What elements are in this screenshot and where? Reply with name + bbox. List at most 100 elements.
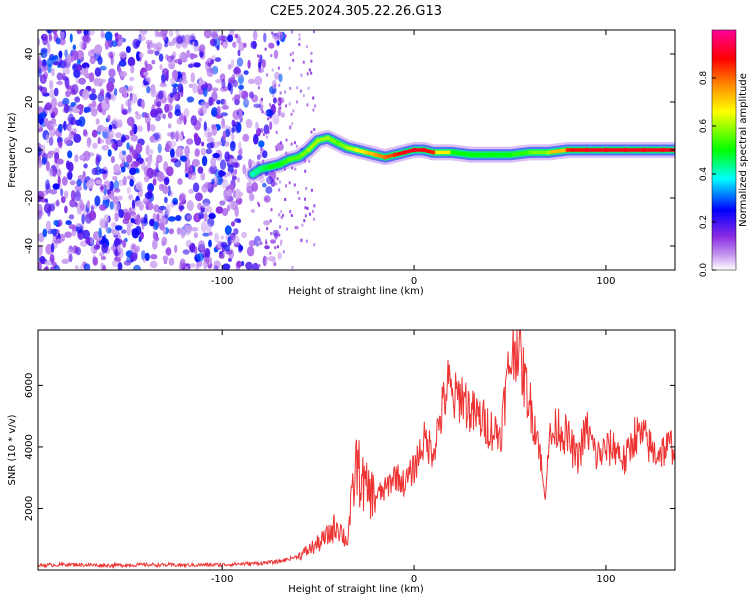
spectrogram-noise-cell — [208, 213, 216, 220]
spectrogram-noise-cell — [279, 242, 282, 246]
spectrogram-noise-cell — [203, 262, 207, 270]
spectrogram-noise-cell — [284, 34, 287, 38]
spectrogram-noise-cell — [188, 164, 194, 175]
spectrogram-noise-cell — [268, 42, 275, 49]
spectrogram-noise-cell — [68, 124, 72, 134]
spectrogram-noise-cell — [91, 88, 96, 95]
spectrogram-noise-cell — [241, 231, 248, 239]
spectrogram-noise-cell — [222, 130, 226, 141]
spectrogram-noise-cell — [135, 181, 143, 191]
snr-panel: -100 0 100 2000 4000 6000 Height of straight… — [7, 329, 676, 595]
spectrogram-noise-cell — [172, 86, 177, 95]
spectrogram-noise-cell — [170, 148, 175, 158]
spectrogram-noise-cell — [181, 79, 188, 85]
spectrogram-noise-cell — [282, 250, 285, 254]
spectrogram-noise-cell — [69, 33, 73, 43]
spectrogram-noise-cell — [286, 227, 288, 231]
spectrogram-noise-cell — [69, 199, 77, 208]
spectrogram-noise-cell — [56, 168, 62, 177]
spectrogram-noise-cell — [41, 156, 47, 165]
spectrogram-noise-cell — [90, 236, 94, 245]
spectrogram-noise-cell — [215, 30, 220, 33]
spectrogram-track-point — [488, 152, 493, 157]
spectrogram-noise-cell — [200, 147, 206, 156]
spectrogram-noise-cell — [144, 213, 148, 224]
spectrogram-noise-cell — [138, 35, 146, 42]
spectrogram-noise-cell — [75, 265, 79, 270]
spectrogram-noise-cell — [175, 147, 184, 158]
spectrogram-noise-cell — [195, 212, 200, 221]
spectrogram-noise-cell — [188, 188, 194, 194]
spectrogram-noise-cell — [230, 59, 235, 69]
spectrogram-noise-cell — [109, 201, 114, 210]
spectrogram-noise-cell — [276, 31, 284, 41]
spectrogram-noise-cell — [99, 204, 107, 211]
spectrogram-noise-cell — [47, 43, 51, 54]
spectrogram-track-point — [296, 155, 302, 160]
spectrogram-noise-cell — [295, 100, 298, 104]
spectrogram-noise-cell — [38, 248, 43, 258]
spectrogram-noise-cell — [184, 145, 190, 157]
spectrogram-noise-cell — [214, 57, 222, 62]
spectrogram-noise-cell — [175, 30, 180, 35]
spectrogram-noise-cell — [253, 235, 262, 247]
spectrogram-noise-cell — [102, 172, 107, 180]
spectrogram-track-point — [287, 157, 292, 162]
spectrogram-noise-cell — [64, 77, 70, 88]
spectrogram-noise-cell — [100, 185, 104, 191]
spectrogram-noise-cell — [262, 182, 267, 188]
spectrogram-noise-cell — [174, 109, 181, 117]
spectrogram-noise-cell — [83, 179, 88, 191]
spectrogram-noise-cell — [38, 55, 41, 61]
spectrogram-noise-cell — [310, 188, 313, 192]
spectrogram-noise-cell — [68, 214, 75, 220]
spectrogram-noise-cell — [247, 59, 251, 69]
spectrogram-noise-cell — [264, 245, 270, 250]
spectrogram-noise-cell — [270, 54, 273, 58]
spectrogram-noise-cell — [89, 108, 98, 113]
spectrogram-noise-cell — [275, 148, 278, 152]
spectrogram-noise-cell — [257, 130, 260, 134]
colorbar-tick-label: 0.4 — [699, 167, 709, 182]
spectrogram-noise-cell — [300, 238, 303, 242]
spectrogram-noise-cell — [165, 143, 170, 151]
spectrogram-noise-cell — [301, 223, 304, 227]
spectrogram-noise-cell — [298, 43, 301, 46]
spectrogram-noise-cell — [215, 206, 224, 214]
spectrogram-noise-cell — [50, 242, 55, 253]
spectrogram-noise-cell — [238, 191, 244, 197]
spectrogram-noise-cell — [68, 253, 73, 263]
spectrogram-noise-cell — [77, 174, 84, 181]
spectrogram-noise-cell — [218, 254, 225, 259]
spectrogram-noise-cell — [60, 196, 66, 204]
spectrogram-noise-cell — [126, 142, 130, 150]
spectrogram-noise-cell — [206, 223, 212, 234]
spectrogram-noise-cell — [186, 138, 194, 145]
spectrogram-noise-cell — [220, 241, 228, 248]
spectrogram-noise-cell — [313, 204, 316, 208]
spectrogram-noise-cell — [274, 84, 277, 87]
x-tick-label: 0 — [411, 276, 417, 287]
spectrogram-noise-cell — [139, 52, 144, 58]
spectrogram-track-point — [335, 140, 340, 145]
spectrogram-noise-cell — [242, 164, 246, 175]
spectrogram-noise-cell — [145, 205, 149, 210]
spectrogram-noise-cell — [258, 55, 261, 59]
spectrogram-noise-cell — [276, 177, 279, 181]
spectrogram-noise-cell — [102, 126, 110, 133]
spectrogram-noise-cell — [312, 96, 315, 100]
spectrogram-noise-cell — [274, 246, 277, 250]
spectrogram-x-label: Height of straight line (km) — [288, 286, 424, 297]
spectrogram-noise-cell — [150, 108, 158, 118]
spectrogram-noise-cell — [188, 244, 195, 251]
spectrogram-noise-cell — [206, 67, 214, 77]
spectrogram-noise-cell — [308, 68, 311, 72]
spectrogram-noise-cell — [155, 115, 161, 122]
spectrogram-noise-cell — [56, 238, 62, 244]
spectrogram-noise-cell — [52, 107, 59, 117]
spectrogram-noise-cell — [234, 188, 242, 200]
spectrogram-noise-cell — [277, 101, 280, 104]
spectrogram-noise-cell — [152, 212, 157, 220]
spectrogram-noise-cell — [192, 83, 198, 94]
